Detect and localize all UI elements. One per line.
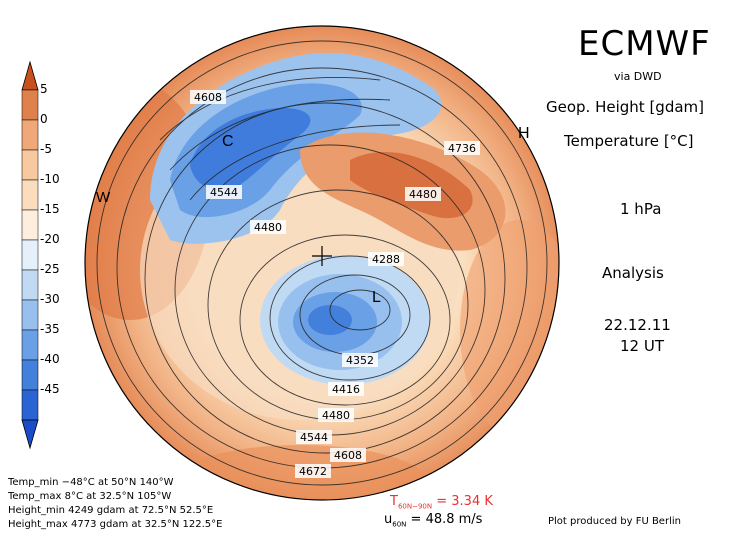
colorbar	[21, 60, 39, 450]
geop-height-label: Geop. Height [gdam]	[546, 98, 704, 116]
svg-text:4544: 4544	[210, 186, 238, 199]
temperature-text: Temperature	[564, 132, 660, 150]
temperature-label: Temperature [°C]	[564, 132, 694, 150]
product-kind: Analysis	[602, 264, 664, 282]
colorbar-tick-label: -30	[40, 292, 60, 306]
brand-title: ECMWF	[578, 24, 711, 64]
colorbar-tick-label: -10	[40, 172, 60, 186]
pressure-level: 1 hPa	[620, 200, 662, 218]
contour-label: 4736	[444, 141, 480, 155]
polar-disk	[85, 26, 559, 500]
contour-label: 4608	[330, 448, 366, 462]
cold-marker: C	[222, 133, 234, 150]
contour-label: 4544	[206, 185, 242, 199]
contour-label: 4416	[328, 382, 364, 396]
stat-height-min: Height_min 4249 gdam at 72.5°N 52.5°E	[8, 505, 214, 516]
t-subscript: 60N−90N	[397, 502, 433, 511]
contour-label: 4480	[318, 408, 354, 422]
svg-text:4480: 4480	[254, 221, 282, 234]
svg-text:4608: 4608	[194, 91, 222, 104]
colorbar-tick-label: -25	[40, 262, 60, 276]
u-symbol: u	[384, 512, 393, 527]
contour-label: 4608	[190, 90, 226, 104]
source-label: via DWD	[614, 70, 662, 83]
colorbar-tick-label: -45	[40, 382, 60, 396]
svg-text:4672: 4672	[299, 465, 327, 478]
contour-labels: 4608 4544 4480 4736 4480 4288 4352 4416 4480 4544…	[190, 90, 480, 478]
high-marker: H	[518, 125, 530, 142]
valid-time: 12 UT	[620, 337, 664, 355]
svg-text:4480: 4480	[322, 409, 350, 422]
contour-label: 4672	[295, 464, 331, 478]
svg-text:4544: 4544	[300, 431, 328, 444]
u-subscript: 60N	[392, 520, 407, 529]
stat-temp-max: Temp_max 8°C at 32.5°N 105°W	[8, 491, 172, 502]
t-symbol: T	[390, 494, 398, 509]
valid-date: 22.12.11	[604, 316, 671, 334]
svg-text:4352: 4352	[346, 354, 374, 367]
geop-height-unit: [gdam]	[649, 98, 705, 116]
stat-temp-min: Temp_min −48°C at 50°N 140°W	[8, 477, 174, 488]
colorbar-tick-label: 0	[40, 112, 48, 126]
contour-label: 4480	[405, 187, 441, 201]
colorbar-tick-label: -40	[40, 352, 60, 366]
svg-text:4288: 4288	[372, 253, 400, 266]
colorbar-tick-label: -35	[40, 322, 60, 336]
svg-text:4608: 4608	[334, 449, 362, 462]
u-value: = 48.8 m/s	[406, 512, 483, 527]
t-value: = 3.34 K	[432, 494, 493, 509]
colorbar-tick-label: -15	[40, 202, 60, 216]
contour-label: 4544	[296, 430, 332, 444]
warm-marker: W	[96, 189, 111, 206]
colorbar-tick-label: -20	[40, 232, 60, 246]
disk-border	[84, 25, 560, 501]
low-marker: L	[372, 289, 381, 306]
polar-temp-diff: T60N−90N = 3.34 K	[390, 494, 493, 511]
contour-label: 4480	[250, 220, 286, 234]
stat-height-max: Height_max 4773 gdam at 32.5°N 122.5°E	[8, 519, 223, 530]
contour-label: 4288	[368, 252, 404, 266]
geop-height-text: Geop. Height	[546, 98, 645, 116]
credit-line: Plot produced by FU Berlin	[548, 516, 681, 527]
svg-text:4416: 4416	[332, 383, 360, 396]
svg-text:4736: 4736	[448, 142, 476, 155]
contour-label: 4352	[342, 353, 378, 367]
colorbar-tick-label: 5	[40, 82, 48, 96]
svg-text:4480: 4480	[409, 188, 437, 201]
temperature-unit: [°C]	[663, 132, 694, 150]
pole-marker	[312, 246, 332, 266]
colorbar-tick-label: -5	[40, 142, 52, 156]
zonal-wind: u60N = 48.8 m/s	[384, 512, 482, 529]
